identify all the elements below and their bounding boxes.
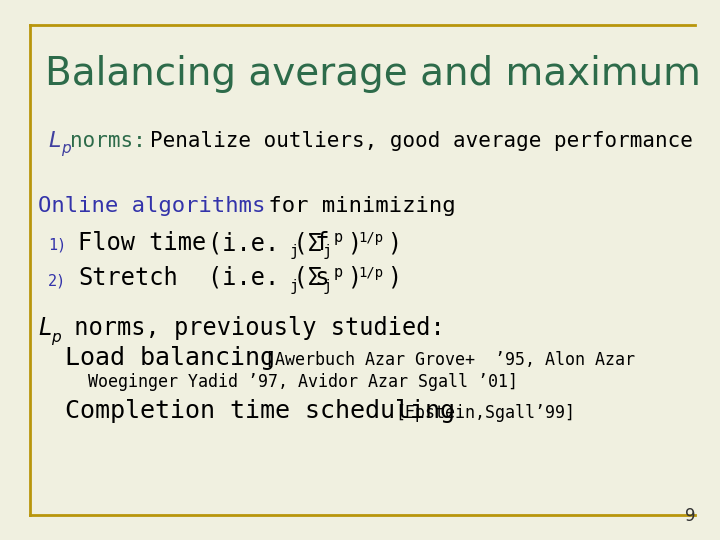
Text: (i.e. (Σ: (i.e. (Σ: [208, 266, 322, 290]
Text: Load balancing: Load balancing: [65, 346, 290, 370]
Text: Flow time: Flow time: [78, 231, 206, 255]
Text: ): ): [347, 231, 361, 255]
Text: norms:: norms:: [70, 131, 145, 151]
Text: 1/p: 1/p: [358, 231, 383, 245]
Text: 9: 9: [685, 507, 695, 525]
Text: j: j: [290, 244, 299, 259]
Text: (i.e. (Σ: (i.e. (Σ: [208, 231, 322, 255]
Text: ): ): [387, 231, 401, 255]
Text: p: p: [51, 330, 60, 345]
Text: norms, previously studied:: norms, previously studied:: [60, 316, 445, 340]
Text: 2): 2): [48, 273, 66, 288]
Text: j: j: [323, 279, 332, 294]
Text: Stretch: Stretch: [78, 266, 178, 290]
Text: s: s: [301, 266, 330, 290]
Text: [Epstein,Sgall’99]: [Epstein,Sgall’99]: [395, 404, 575, 422]
Text: ): ): [347, 266, 361, 290]
Text: ): ): [387, 266, 401, 290]
Text: 1): 1): [48, 238, 66, 253]
Text: Balancing average and maximum: Balancing average and maximum: [45, 55, 701, 93]
Text: Penalize outliers, good average performance: Penalize outliers, good average performa…: [150, 131, 693, 151]
Text: f: f: [301, 231, 330, 255]
Text: p: p: [334, 265, 343, 280]
Text: L: L: [48, 131, 60, 151]
Text: p: p: [61, 141, 71, 156]
Text: Online algorithms: Online algorithms: [38, 196, 266, 216]
Text: for minimizing: for minimizing: [255, 196, 456, 216]
Text: 1/p: 1/p: [358, 266, 383, 280]
Text: Completion time scheduling: Completion time scheduling: [65, 399, 470, 423]
Text: j: j: [290, 279, 299, 294]
Text: Woeginger Yadid ’97, Avidor Azar Sgall ’01]: Woeginger Yadid ’97, Avidor Azar Sgall ’…: [88, 373, 518, 391]
Text: j: j: [323, 244, 332, 259]
Text: p: p: [334, 230, 343, 245]
Text: [Awerbuch Azar Grove+  ’95, Alon Azar: [Awerbuch Azar Grove+ ’95, Alon Azar: [265, 351, 635, 369]
Text: L: L: [38, 316, 51, 340]
